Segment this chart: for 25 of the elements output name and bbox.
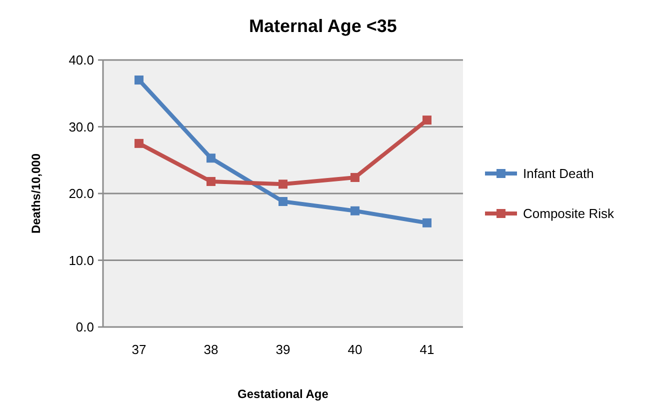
point <box>134 138 144 148</box>
point <box>134 76 144 85</box>
x-tick-label: 41 <box>420 342 434 357</box>
y-tick-label: 20.0 <box>68 186 94 202</box>
x-tick-label: 38 <box>204 342 218 357</box>
point <box>206 154 216 163</box>
point <box>422 116 432 125</box>
point <box>422 218 432 228</box>
y-tick-label: 30.0 <box>68 119 94 134</box>
y-axis-title: Deaths/10,000 <box>29 153 43 234</box>
y-tick-label: 10.0 <box>68 252 94 268</box>
y-tick-label: 0.0 <box>76 320 94 335</box>
legend-label: Composite Risk <box>523 206 615 222</box>
y-tick-label: 40.0 <box>68 52 94 68</box>
point <box>278 197 288 206</box>
x-tick-label: 39 <box>276 342 290 357</box>
x-tick-label: 40 <box>348 342 362 357</box>
legend-label: Infant Death <box>523 166 594 182</box>
x-axis-title: Gestational Age <box>238 387 329 401</box>
chart-title: Maternal Age <35 <box>249 16 397 36</box>
point <box>350 172 360 182</box>
point <box>206 176 216 186</box>
x-tick-label: 37 <box>132 342 146 357</box>
point <box>350 206 360 216</box>
point <box>278 180 288 189</box>
